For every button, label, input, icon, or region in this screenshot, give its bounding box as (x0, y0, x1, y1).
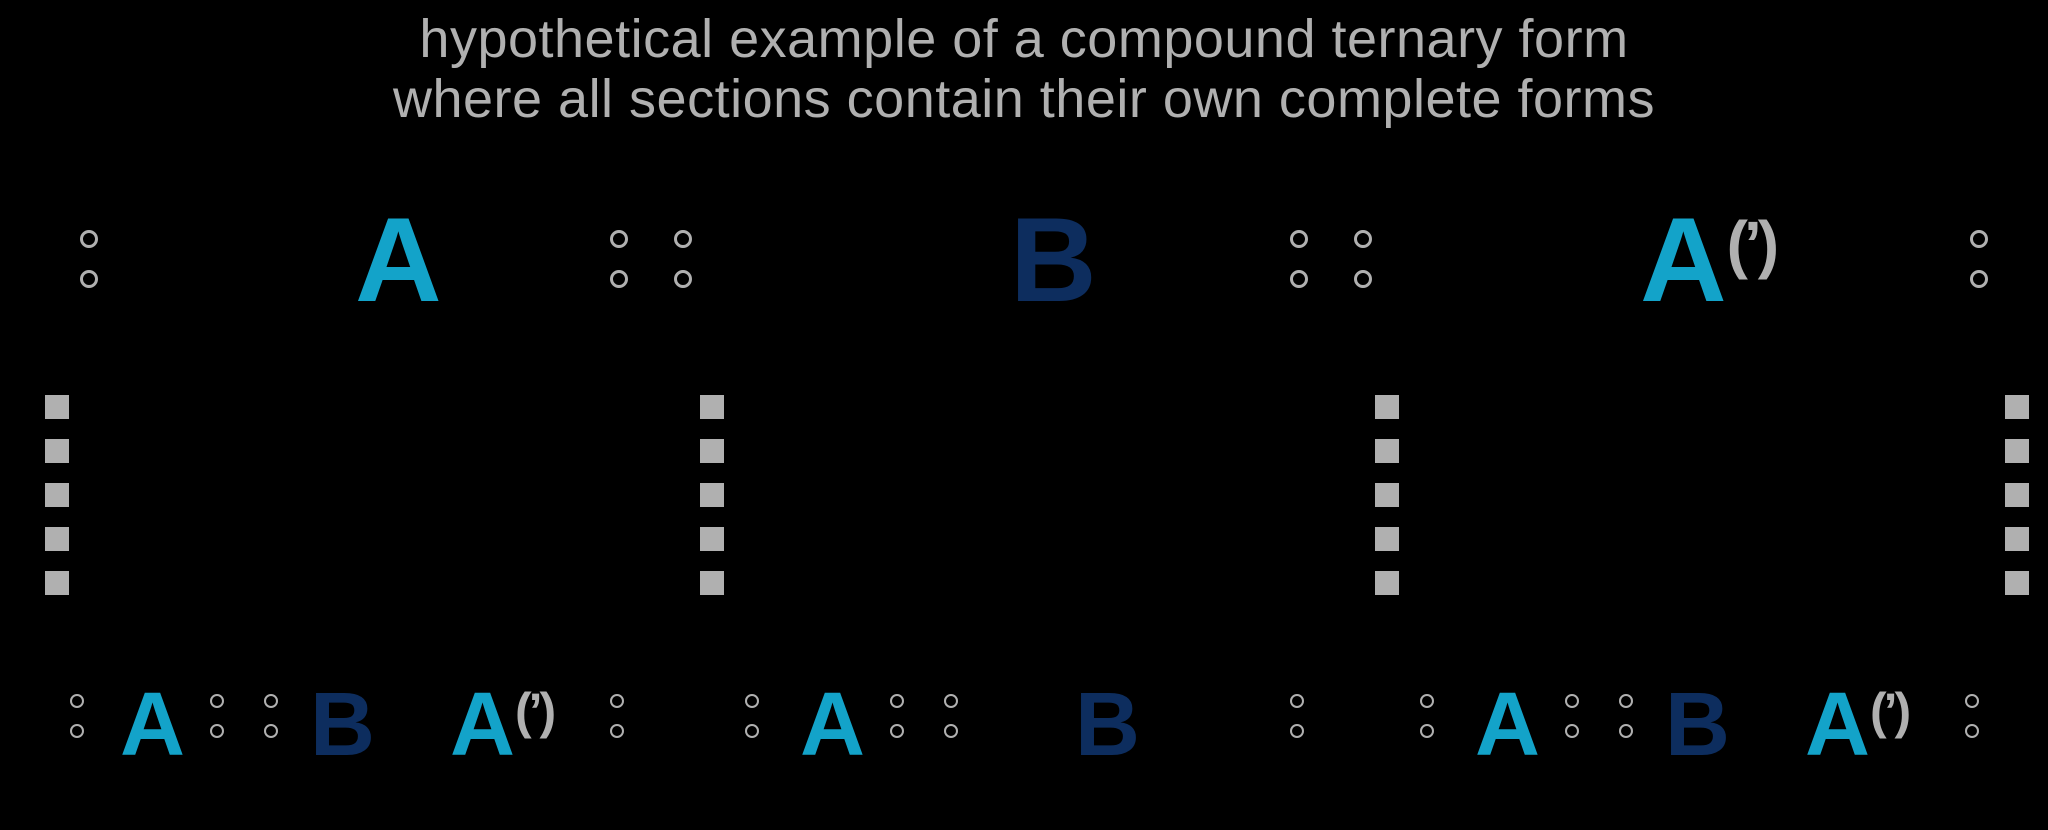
section-letter-a: A(’) (450, 680, 553, 770)
repeat-dots (610, 230, 692, 282)
section-letter-a: A (800, 680, 865, 770)
section-letter-a: A(’) (1640, 200, 1775, 320)
divider-squares (2005, 395, 2029, 615)
repeat-dots (610, 694, 628, 746)
repeat-dots (1420, 694, 1438, 746)
divider-squares (45, 395, 69, 615)
repeat-dots (890, 694, 962, 746)
divider-squares (700, 395, 724, 615)
diagram-stage: hypothetical example of a compound terna… (0, 0, 2048, 830)
section-letter-a: A (1475, 680, 1540, 770)
title-line-1: hypothetical example of a compound terna… (0, 10, 2048, 69)
repeat-dots (1965, 694, 1983, 746)
section-letter-b: B (1075, 680, 1140, 770)
repeat-dots (210, 694, 282, 746)
repeat-dots (70, 694, 88, 746)
repeat-dots (1290, 694, 1308, 746)
section-letter-a: A (120, 680, 185, 770)
repeat-dots (1565, 694, 1637, 746)
section-letter-b: B (1665, 680, 1730, 770)
repeat-dots (80, 230, 98, 282)
repeat-dots (1290, 230, 1372, 282)
section-letter-a: A(’) (1805, 680, 1908, 770)
divider-squares (1375, 395, 1399, 615)
repeat-dots (745, 694, 763, 746)
title-line-2: where all sections contain their own com… (0, 70, 2048, 129)
section-letter-b: B (310, 680, 375, 770)
section-letter-b: B (1010, 200, 1097, 320)
repeat-dots (1970, 230, 1988, 282)
section-letter-a: A (355, 200, 442, 320)
